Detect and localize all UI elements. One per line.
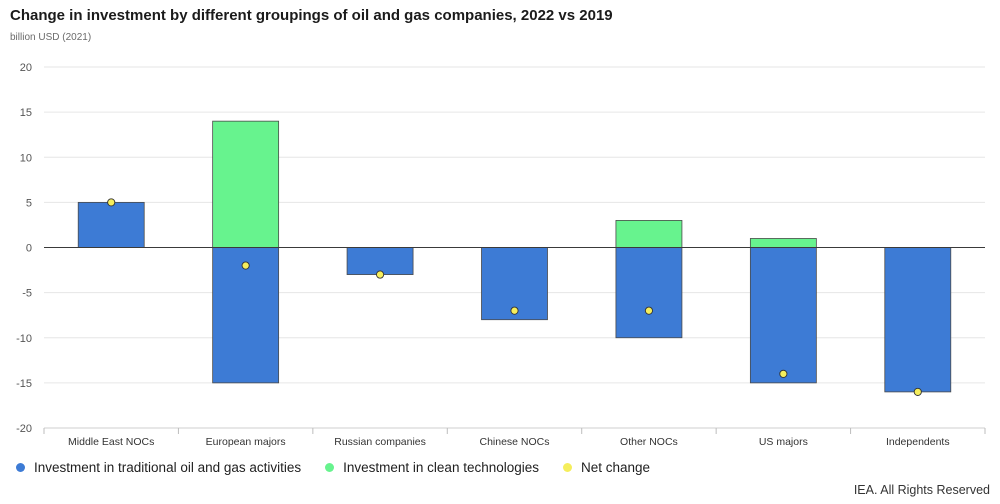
legend-label-clean: Investment in clean technologies [343,460,540,475]
legend: Investment in traditional oil and gas ac… [16,460,674,475]
y-tick-label: -10 [16,333,32,345]
legend-item-traditional[interactable]: Investment in traditional oil and gas ac… [16,460,301,475]
legend-label-traditional: Investment in traditional oil and gas ac… [34,460,302,475]
y-tick-label: 0 [26,243,32,255]
x-tick-label: Other NOCs [620,436,678,448]
net-change-point[interactable] [376,270,385,279]
x-tick-label: Independents [886,436,950,448]
net-change-point[interactable] [107,198,116,207]
x-tick-label: Middle East NOCs [68,436,154,448]
bar[interactable] [749,247,817,384]
legend-item-clean[interactable]: Investment in clean technologies [325,460,539,475]
bar-chart: 20 15 10 5 0 -5 -10 -15 -20 Middle East NOCs Euro… [16,62,986,448]
net-change-point[interactable] [644,306,653,315]
x-tick-label: US majors [759,436,808,448]
chart-title: Change in investment by different groupi… [10,7,613,24]
net-change-point[interactable] [241,261,250,270]
net-change-point[interactable] [779,369,788,378]
y-tick-label: -20 [16,423,32,435]
bar[interactable] [77,201,145,248]
bar[interactable] [615,247,683,339]
bar[interactable] [346,247,414,275]
legend-label-net-change: Net change [581,460,651,475]
y-tick-label: -15 [16,378,32,390]
y-tick-label: -5 [22,288,32,300]
net-change-point[interactable] [510,306,519,315]
x-tick-label: Chinese NOCs [479,436,549,448]
chart-subtitle: billion USD (2021) [10,32,92,43]
bar[interactable] [615,220,683,248]
y-tick-label: 20 [20,62,32,74]
legend-marker-net-change [563,463,573,472]
bar[interactable] [884,247,952,393]
credit-text: IEA. All Rights Reserved [853,483,990,497]
y-tick-label: 5 [26,197,32,209]
legend-marker-clean [325,463,335,472]
x-tick-label: European majors [206,436,286,448]
legend-item-net-change[interactable]: Net change [563,460,650,475]
bar[interactable] [749,238,817,248]
bar[interactable] [212,120,280,248]
net-change-point[interactable] [913,387,922,396]
y-tick-label: 10 [20,152,32,164]
legend-marker-traditional [16,463,25,472]
x-tick-label: Russian companies [334,436,426,448]
y-tick-label: 15 [20,107,32,119]
